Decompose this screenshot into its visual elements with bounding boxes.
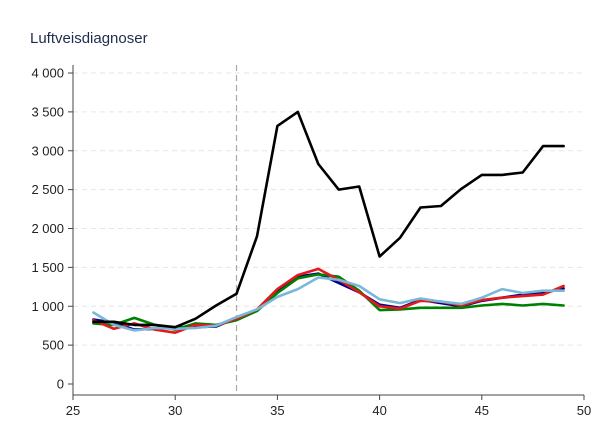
y-tick-label-7: 3 500: [31, 104, 64, 119]
y-tick-label-5: 2 500: [31, 182, 64, 197]
series-line-2: [92, 267, 565, 334]
y-tick-label-1: 500: [42, 338, 64, 353]
series-group: [92, 110, 565, 334]
series-line-0: [92, 272, 565, 331]
y-tick-label-3: 1 500: [31, 260, 64, 275]
x-tick-label-3: 40: [372, 403, 386, 418]
x-tick-label-0: 25: [66, 403, 80, 418]
x-tick-label-4: 45: [475, 403, 489, 418]
y-tick-label-8: 4 000: [31, 66, 64, 81]
y-axis-ticks: 0 500 1 000 1 500 2 000 2 500 3 000 3 500 4 000: [31, 66, 73, 392]
grid: [73, 72, 584, 346]
x-tick-label-1: 30: [168, 403, 182, 418]
x-tick-label-2: 35: [270, 403, 284, 418]
y-tick-label-2: 1 000: [31, 299, 64, 314]
x-axis-ticks: 25 30 35 40 45 50: [66, 395, 591, 418]
chart-title: Luftveisdiagnoser: [30, 30, 148, 47]
series-line-3: [92, 276, 565, 332]
y-tick-label-4: 2 000: [31, 221, 64, 236]
series-line-1: [92, 273, 565, 331]
axes: [72, 65, 584, 396]
y-tick-label-0: 0: [57, 377, 64, 392]
series-line-4: [92, 110, 565, 329]
x-tick-label-5: 50: [577, 403, 591, 418]
y-tick-label-6: 3 000: [31, 143, 64, 158]
